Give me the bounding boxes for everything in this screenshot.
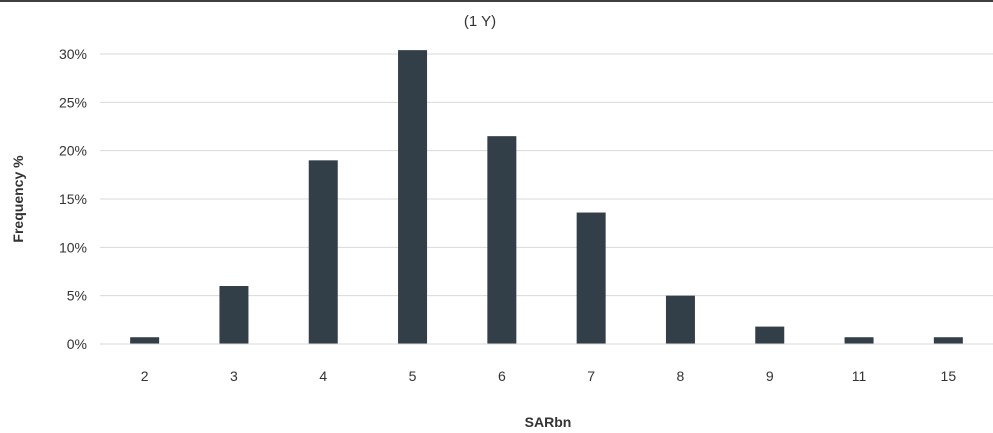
- y-tick-label: 25%: [59, 94, 87, 110]
- bar-11: [844, 337, 874, 344]
- x-tick-label: 7: [587, 368, 595, 384]
- bar-3: [219, 286, 249, 344]
- x-tick-label: 11: [852, 368, 867, 384]
- bar-2: [130, 337, 160, 344]
- x-axis-title: SARbn: [525, 414, 572, 430]
- x-tick-label: 3: [230, 368, 238, 384]
- y-axis-title: Frequency %: [10, 155, 26, 243]
- y-tick-label: 0%: [67, 336, 87, 352]
- bar-15: [933, 337, 963, 344]
- bar-8: [665, 295, 695, 344]
- gridlines: [100, 53, 993, 297]
- y-tick-label: 20%: [59, 143, 87, 159]
- bar-4: [308, 160, 338, 344]
- y-tick-label: 10%: [59, 239, 87, 255]
- y-axis-tick-labels: 0% 5% 10% 15% 20% 25% 30%: [59, 46, 87, 352]
- x-tick-label: 2: [141, 368, 149, 384]
- bars: [130, 50, 963, 345]
- bar-5: [398, 50, 428, 345]
- x-tick-label: 8: [677, 368, 685, 384]
- chart-title: (1 Y): [464, 13, 496, 30]
- x-tick-label: 6: [498, 368, 506, 384]
- y-tick-label: 15%: [59, 191, 87, 207]
- x-tick-label: 4: [319, 368, 327, 384]
- x-tick-label: 5: [409, 368, 417, 384]
- x-axis-tick-labels: 2 3 4 5 6 7 8 9 11 15: [141, 368, 957, 384]
- y-tick-label: 5%: [67, 288, 87, 304]
- y-tick-label: 30%: [59, 46, 87, 62]
- x-tick-label: 9: [766, 368, 774, 384]
- bar-9: [755, 326, 785, 344]
- x-tick-label: 15: [941, 368, 957, 384]
- bar-7: [576, 212, 606, 344]
- bar-6: [487, 136, 517, 344]
